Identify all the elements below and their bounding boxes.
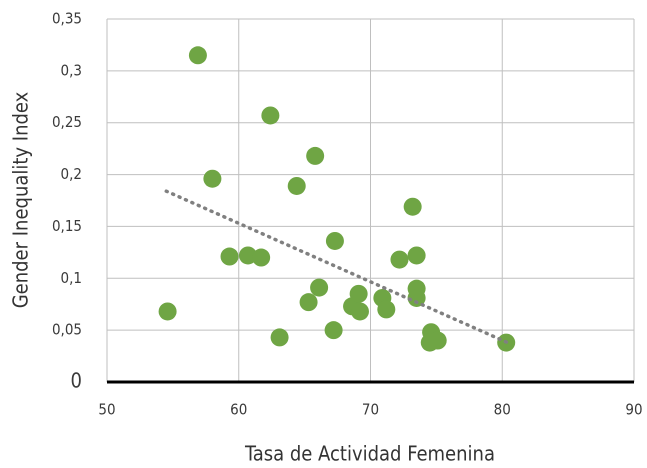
data-point	[188, 46, 207, 65]
data-point	[270, 328, 289, 347]
data-point	[287, 176, 306, 195]
data-point	[428, 331, 447, 350]
x-tick-label: 60	[230, 401, 247, 419]
x-tick-label: 80	[494, 401, 511, 419]
y-tick-label: 0,35	[52, 10, 82, 28]
y-tick-label: 0,3	[61, 61, 82, 79]
data-point	[310, 278, 329, 297]
data-point	[403, 197, 422, 216]
data-point	[252, 248, 271, 267]
data-point	[407, 288, 426, 307]
data-point	[377, 300, 396, 319]
data-point	[238, 246, 257, 265]
data-point	[349, 284, 368, 303]
x-tick-label: 90	[625, 401, 642, 419]
trendline	[164, 189, 510, 345]
data-point	[203, 169, 222, 188]
y-tick-label: 0,05	[52, 321, 82, 339]
x-tick-label: 50	[98, 401, 115, 419]
data-point	[350, 302, 369, 321]
data-point	[325, 231, 344, 250]
data-point	[261, 106, 280, 125]
x-axis-title: Tasa de Actividad Femenina	[244, 442, 495, 466]
data-point	[407, 246, 426, 265]
data-point	[324, 321, 343, 340]
data-point	[390, 250, 409, 269]
y-tick-label: 0,15	[52, 217, 82, 235]
data-point	[299, 293, 318, 312]
y-tick-label: 0,1	[61, 269, 82, 287]
y-tick-label: 0,25	[52, 113, 82, 131]
data-point	[306, 146, 325, 165]
data-point	[158, 302, 177, 321]
y-tick-label: 0,2	[61, 165, 82, 183]
y-tick-label: 0	[71, 369, 82, 393]
y-axis-title: Gender Inequality Index	[9, 91, 33, 308]
data-point	[220, 247, 239, 266]
x-tick-label: 70	[362, 401, 379, 419]
